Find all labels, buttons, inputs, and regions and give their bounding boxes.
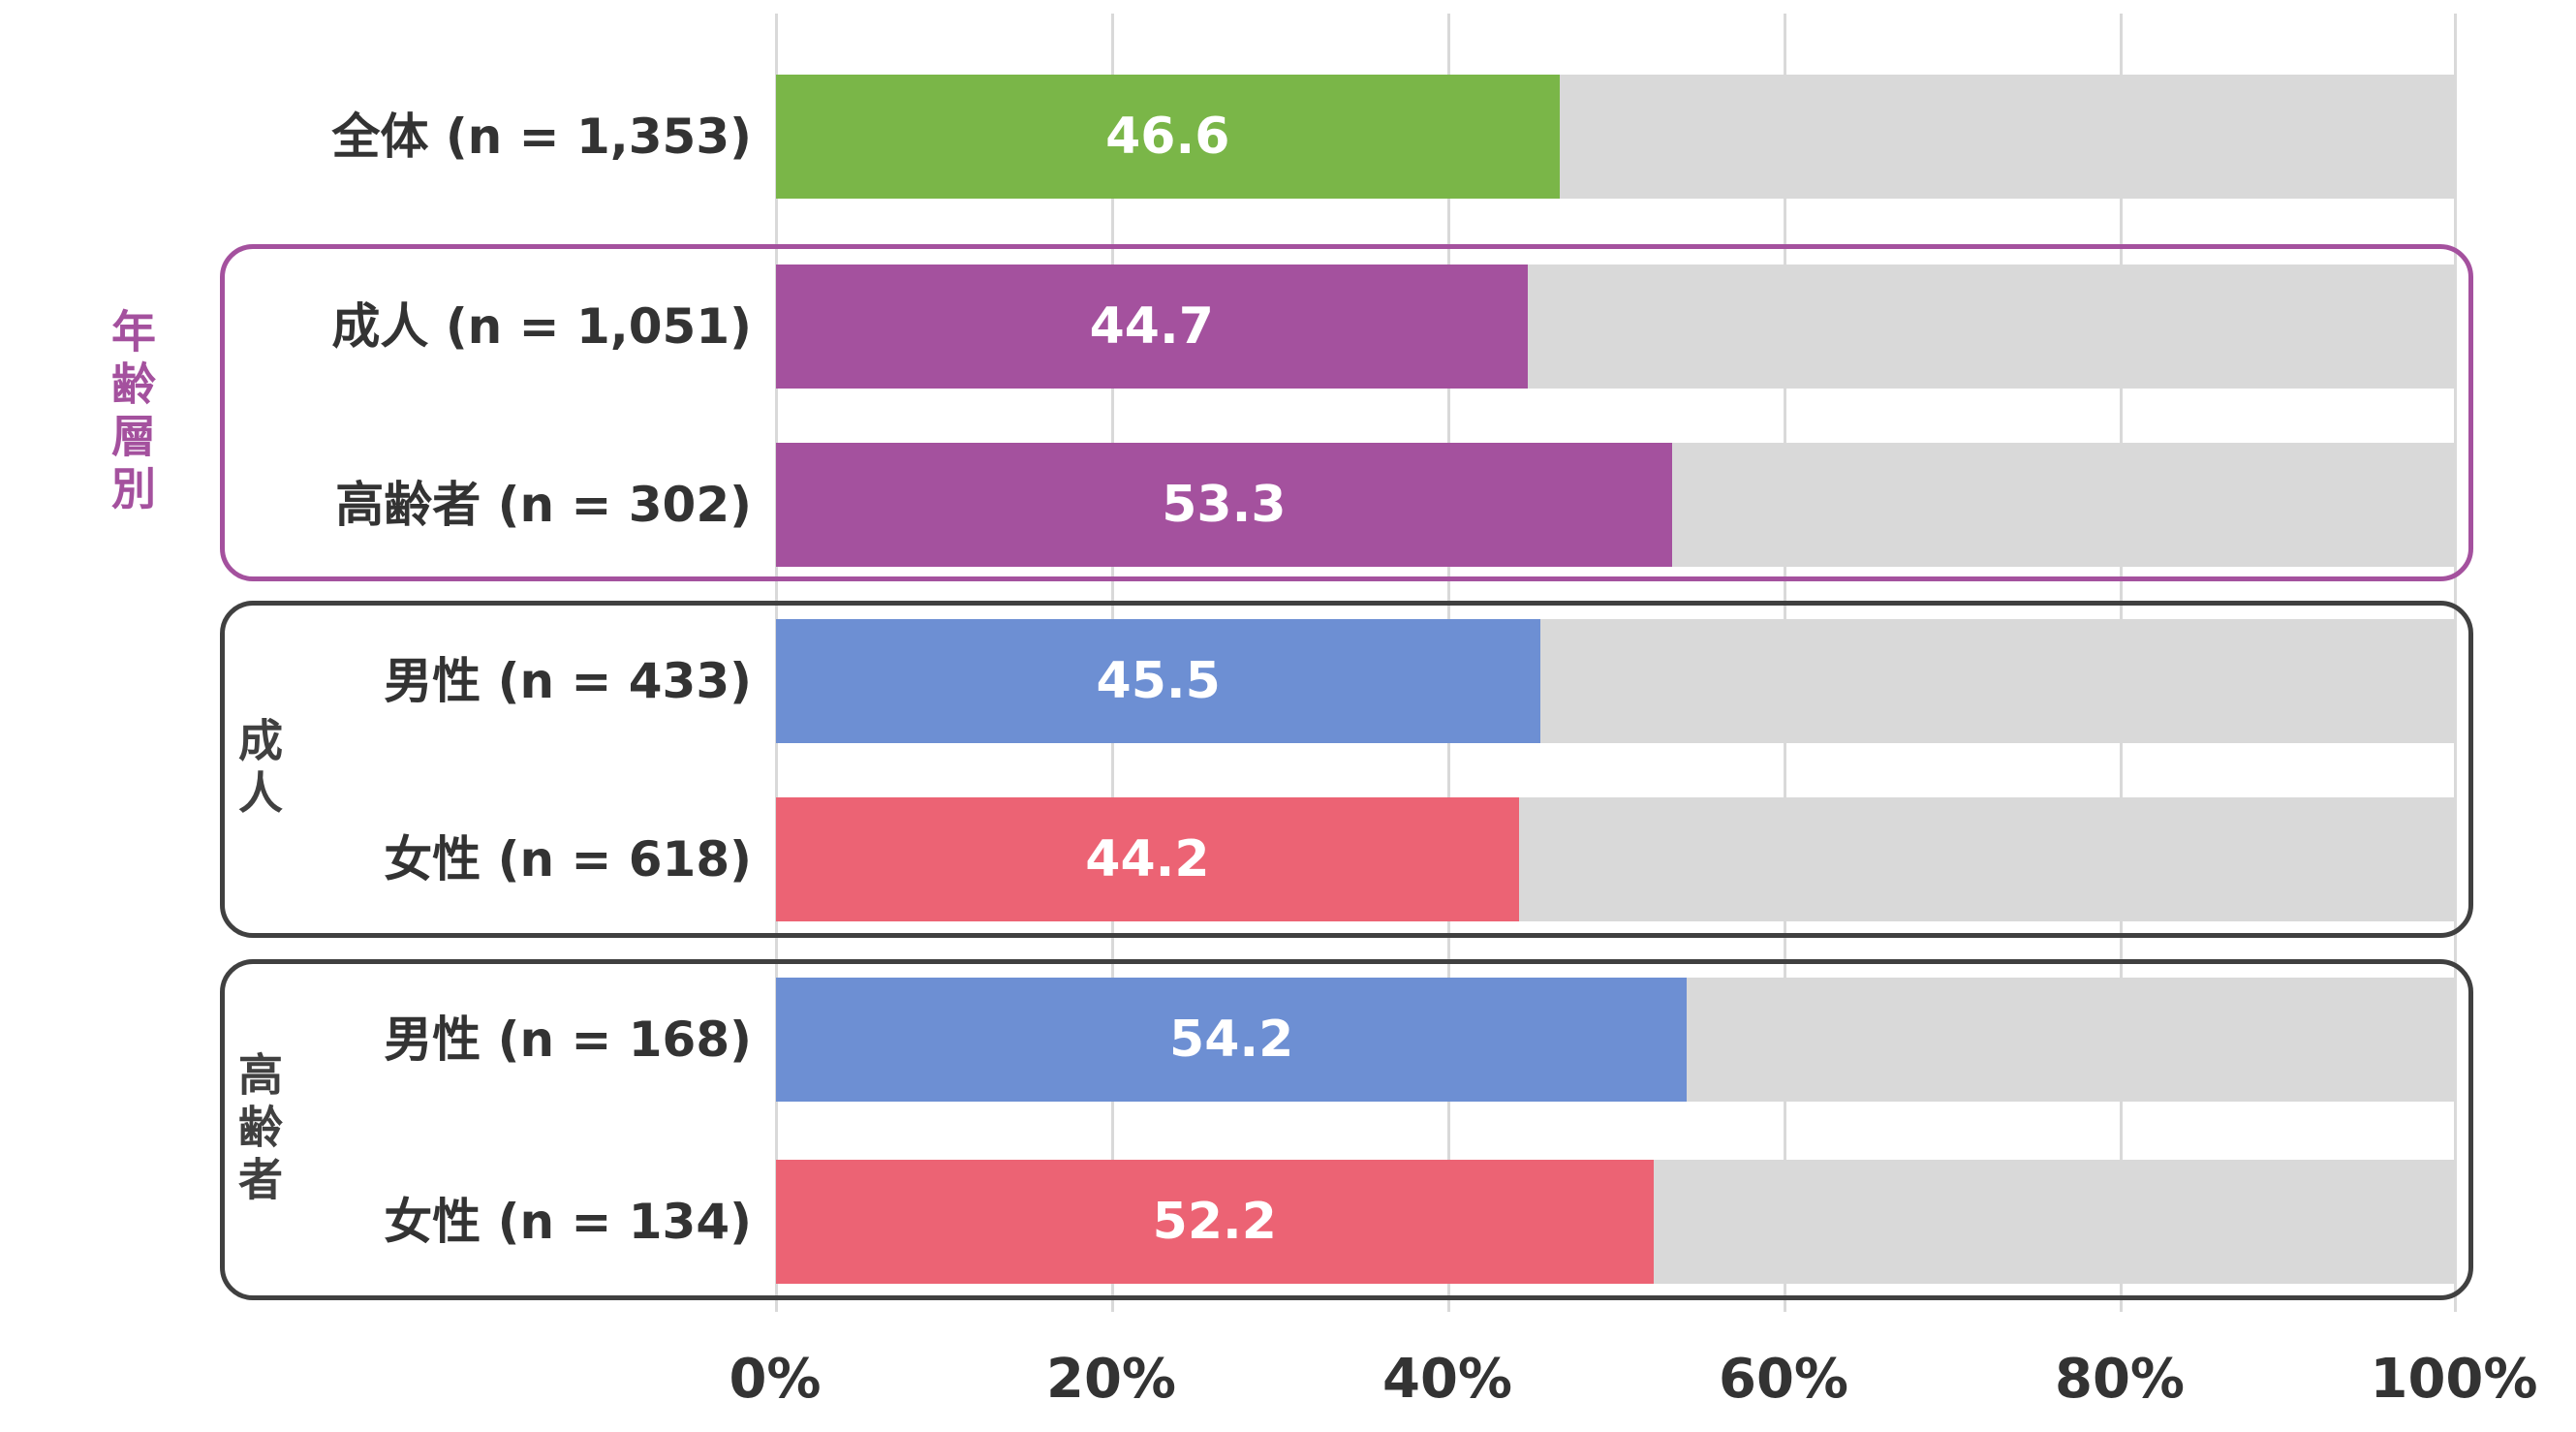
bar-row-adult-male: 男性 (n = 433) 45.5 (0, 619, 2576, 743)
bar-row-adult-female: 女性 (n = 618) 44.2 (0, 797, 2576, 921)
bar-value-label: 44.7 (1089, 297, 1214, 356)
bar-row-senior-male: 男性 (n = 168) 54.2 (0, 978, 2576, 1102)
x-axis-tick-0: 0% (729, 1348, 822, 1411)
x-axis-tick-80: 80% (2054, 1348, 2186, 1411)
group-label-senior: 高齢者 (232, 1051, 284, 1208)
bar-row-overall: 全体 (n = 1,353) 46.6 (0, 75, 2576, 199)
bar-label: 男性 (n = 433) (384, 653, 752, 709)
bar-row-senior-female: 女性 (n = 134) 52.2 (0, 1160, 2576, 1284)
x-axis-tick-20: 20% (1045, 1348, 1177, 1411)
bar-label: 成人 (n = 1,051) (331, 298, 752, 355)
bar-track: 45.5 (776, 619, 2457, 743)
bar-label: 高齢者 (n = 302) (335, 477, 752, 533)
bar-label: 男性 (n = 168) (384, 1012, 752, 1068)
bar-track: 52.2 (776, 1160, 2457, 1284)
x-axis-tick-40: 40% (1381, 1348, 1513, 1411)
bar-track: 46.6 (776, 75, 2457, 199)
bar-track: 44.2 (776, 797, 2457, 921)
group-label-adult: 成人 (232, 717, 284, 822)
bar-track: 53.3 (776, 443, 2457, 567)
bar-fill: 44.2 (776, 797, 1519, 921)
bar-value-label: 53.3 (1162, 476, 1287, 534)
bar-value-label: 54.2 (1169, 1011, 1294, 1069)
bar-value-label: 52.2 (1152, 1193, 1277, 1251)
bar-value-label: 45.5 (1096, 652, 1221, 710)
bar-value-label: 44.2 (1085, 830, 1210, 888)
bar-fill: 44.7 (776, 265, 1528, 389)
bar-row-seniors: 高齢者 (n = 302) 53.3 (0, 443, 2576, 567)
bar-value-label: 46.6 (1105, 108, 1230, 166)
x-axis-tick-100: 100% (2370, 1348, 2538, 1411)
bar-label: 全体 (n = 1,353) (331, 109, 752, 165)
bar-fill: 45.5 (776, 619, 1541, 743)
bar-fill: 52.2 (776, 1160, 1654, 1284)
x-axis-tick-60: 60% (1718, 1348, 1849, 1411)
bar-track: 44.7 (776, 265, 2457, 389)
bar-fill: 54.2 (776, 978, 1688, 1102)
bar-label: 女性 (n = 618) (384, 831, 752, 887)
group-label-age-bracket: 年齢層別 (105, 308, 157, 517)
bar-label: 女性 (n = 134) (384, 1194, 752, 1250)
bar-fill: 46.6 (776, 75, 1560, 199)
bar-track: 54.2 (776, 978, 2457, 1102)
bar-fill: 53.3 (776, 443, 1672, 567)
bar-row-adults: 成人 (n = 1,051) 44.7 (0, 265, 2576, 389)
